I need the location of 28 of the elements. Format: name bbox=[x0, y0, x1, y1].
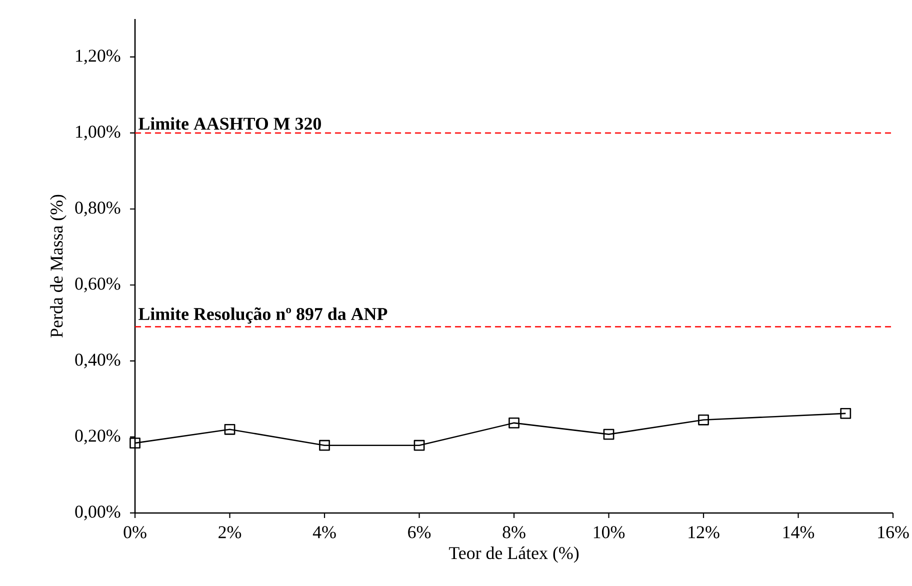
point bbox=[224, 424, 236, 435]
y-tick-label: 0,00% bbox=[75, 506, 120, 520]
y-tick-label: 0,80% bbox=[75, 202, 120, 216]
point bbox=[414, 440, 425, 451]
y-tick-label: 0,20% bbox=[75, 430, 120, 444]
y-tick-label: 1,00% bbox=[76, 126, 120, 140]
y-axis-title: Perda de Massa (%) bbox=[50, 194, 66, 338]
x-tick-label: 2% bbox=[218, 526, 242, 538]
x-tick-label: 8% bbox=[502, 526, 526, 538]
x-tick-label: 0% bbox=[124, 526, 146, 538]
x-tick-label: 14% bbox=[783, 526, 814, 538]
point bbox=[698, 414, 709, 426]
point bbox=[508, 417, 520, 428]
x-axis-title: Teor de Látex (%) bbox=[449, 546, 579, 563]
x-tick-label: 10% bbox=[594, 526, 625, 538]
x-tick-label: 6% bbox=[408, 526, 431, 538]
ref-line-label: Limite AASHTO M 320 bbox=[138, 117, 321, 130]
point bbox=[840, 408, 852, 419]
y-tick-label: 0,60% bbox=[75, 278, 120, 292]
point bbox=[603, 428, 614, 440]
point bbox=[319, 440, 330, 451]
ref-line-label: Limite Resolução nº 897 da ANP bbox=[138, 307, 388, 324]
x-tick-label: 12% bbox=[688, 526, 720, 538]
point bbox=[130, 438, 140, 449]
x-tick-label: 4% bbox=[312, 526, 336, 538]
y-tick-label: 1,20% bbox=[76, 50, 120, 64]
x-tick-label: 16% bbox=[878, 526, 909, 538]
y-tick-label: 0,40% bbox=[75, 354, 120, 368]
